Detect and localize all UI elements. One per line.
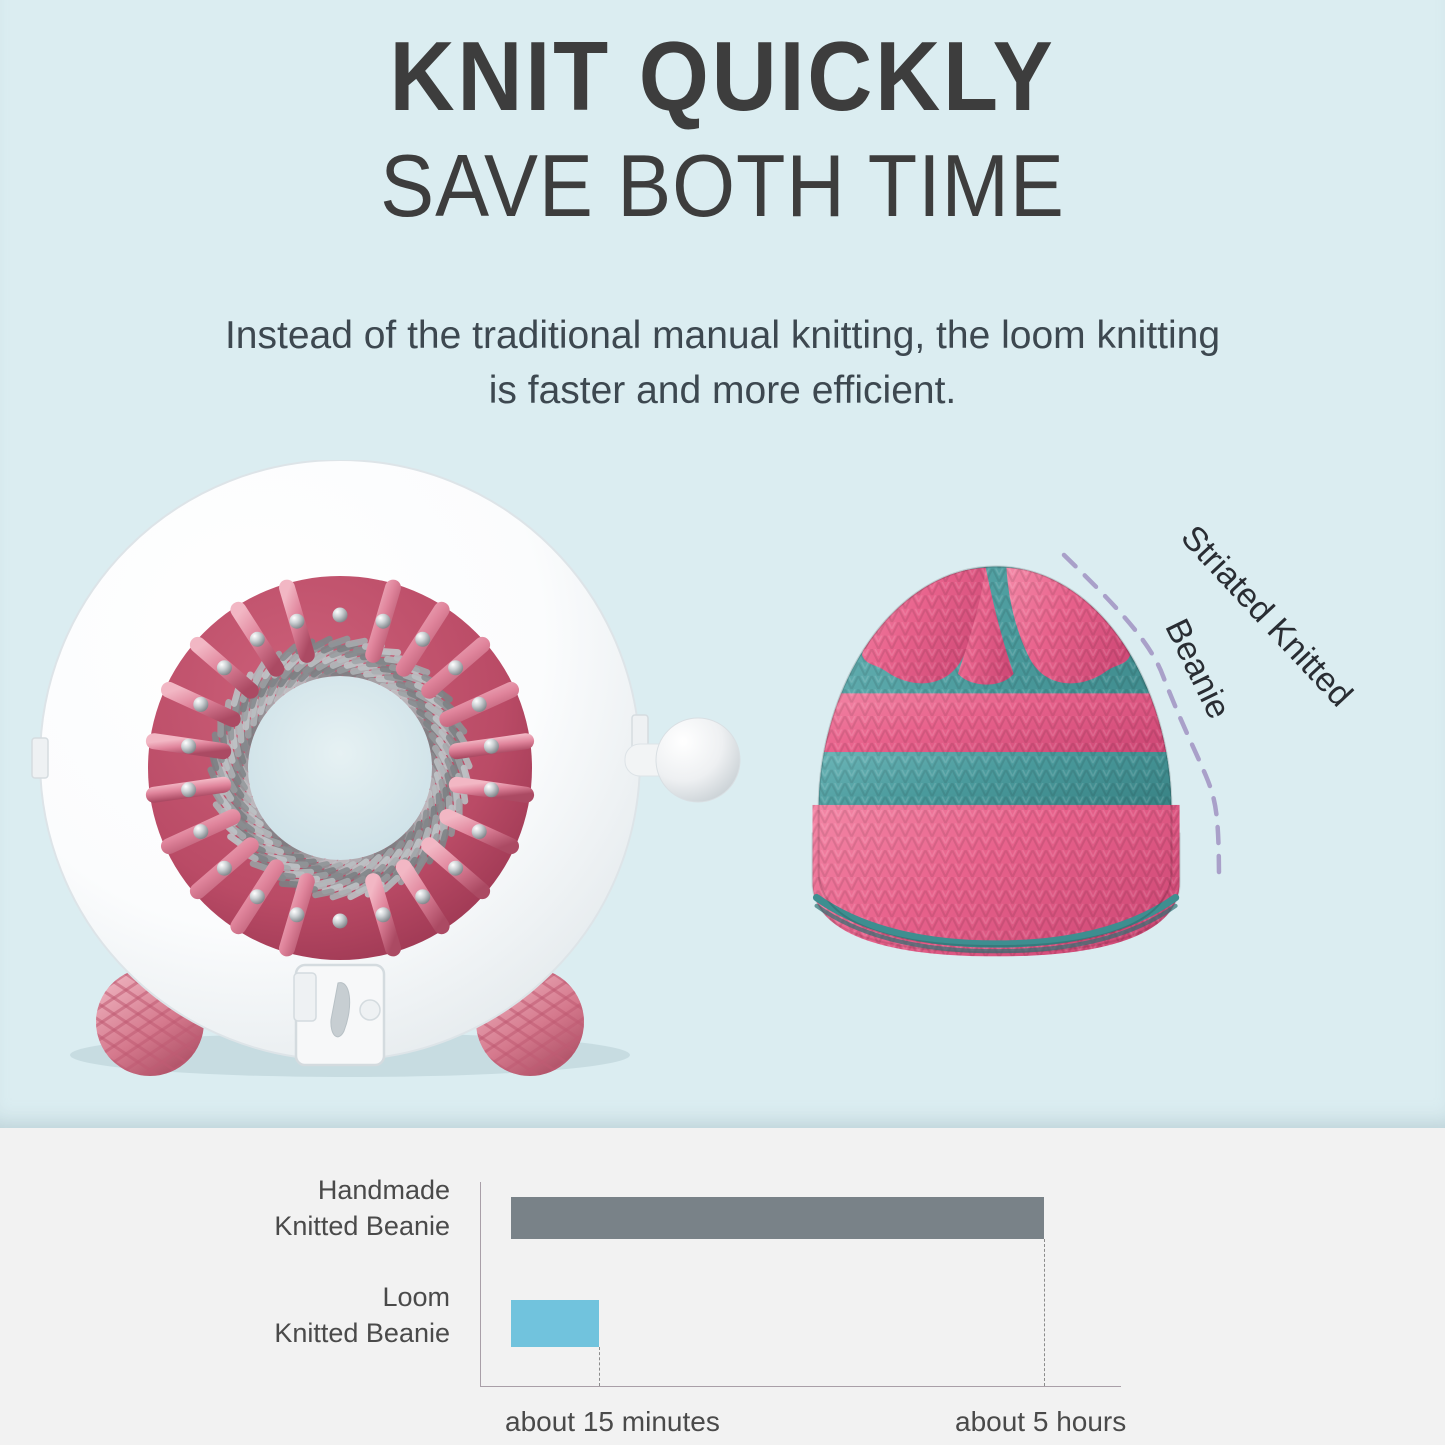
svg-text:SAVE BOTH TIME: SAVE BOTH TIME bbox=[380, 136, 1065, 235]
